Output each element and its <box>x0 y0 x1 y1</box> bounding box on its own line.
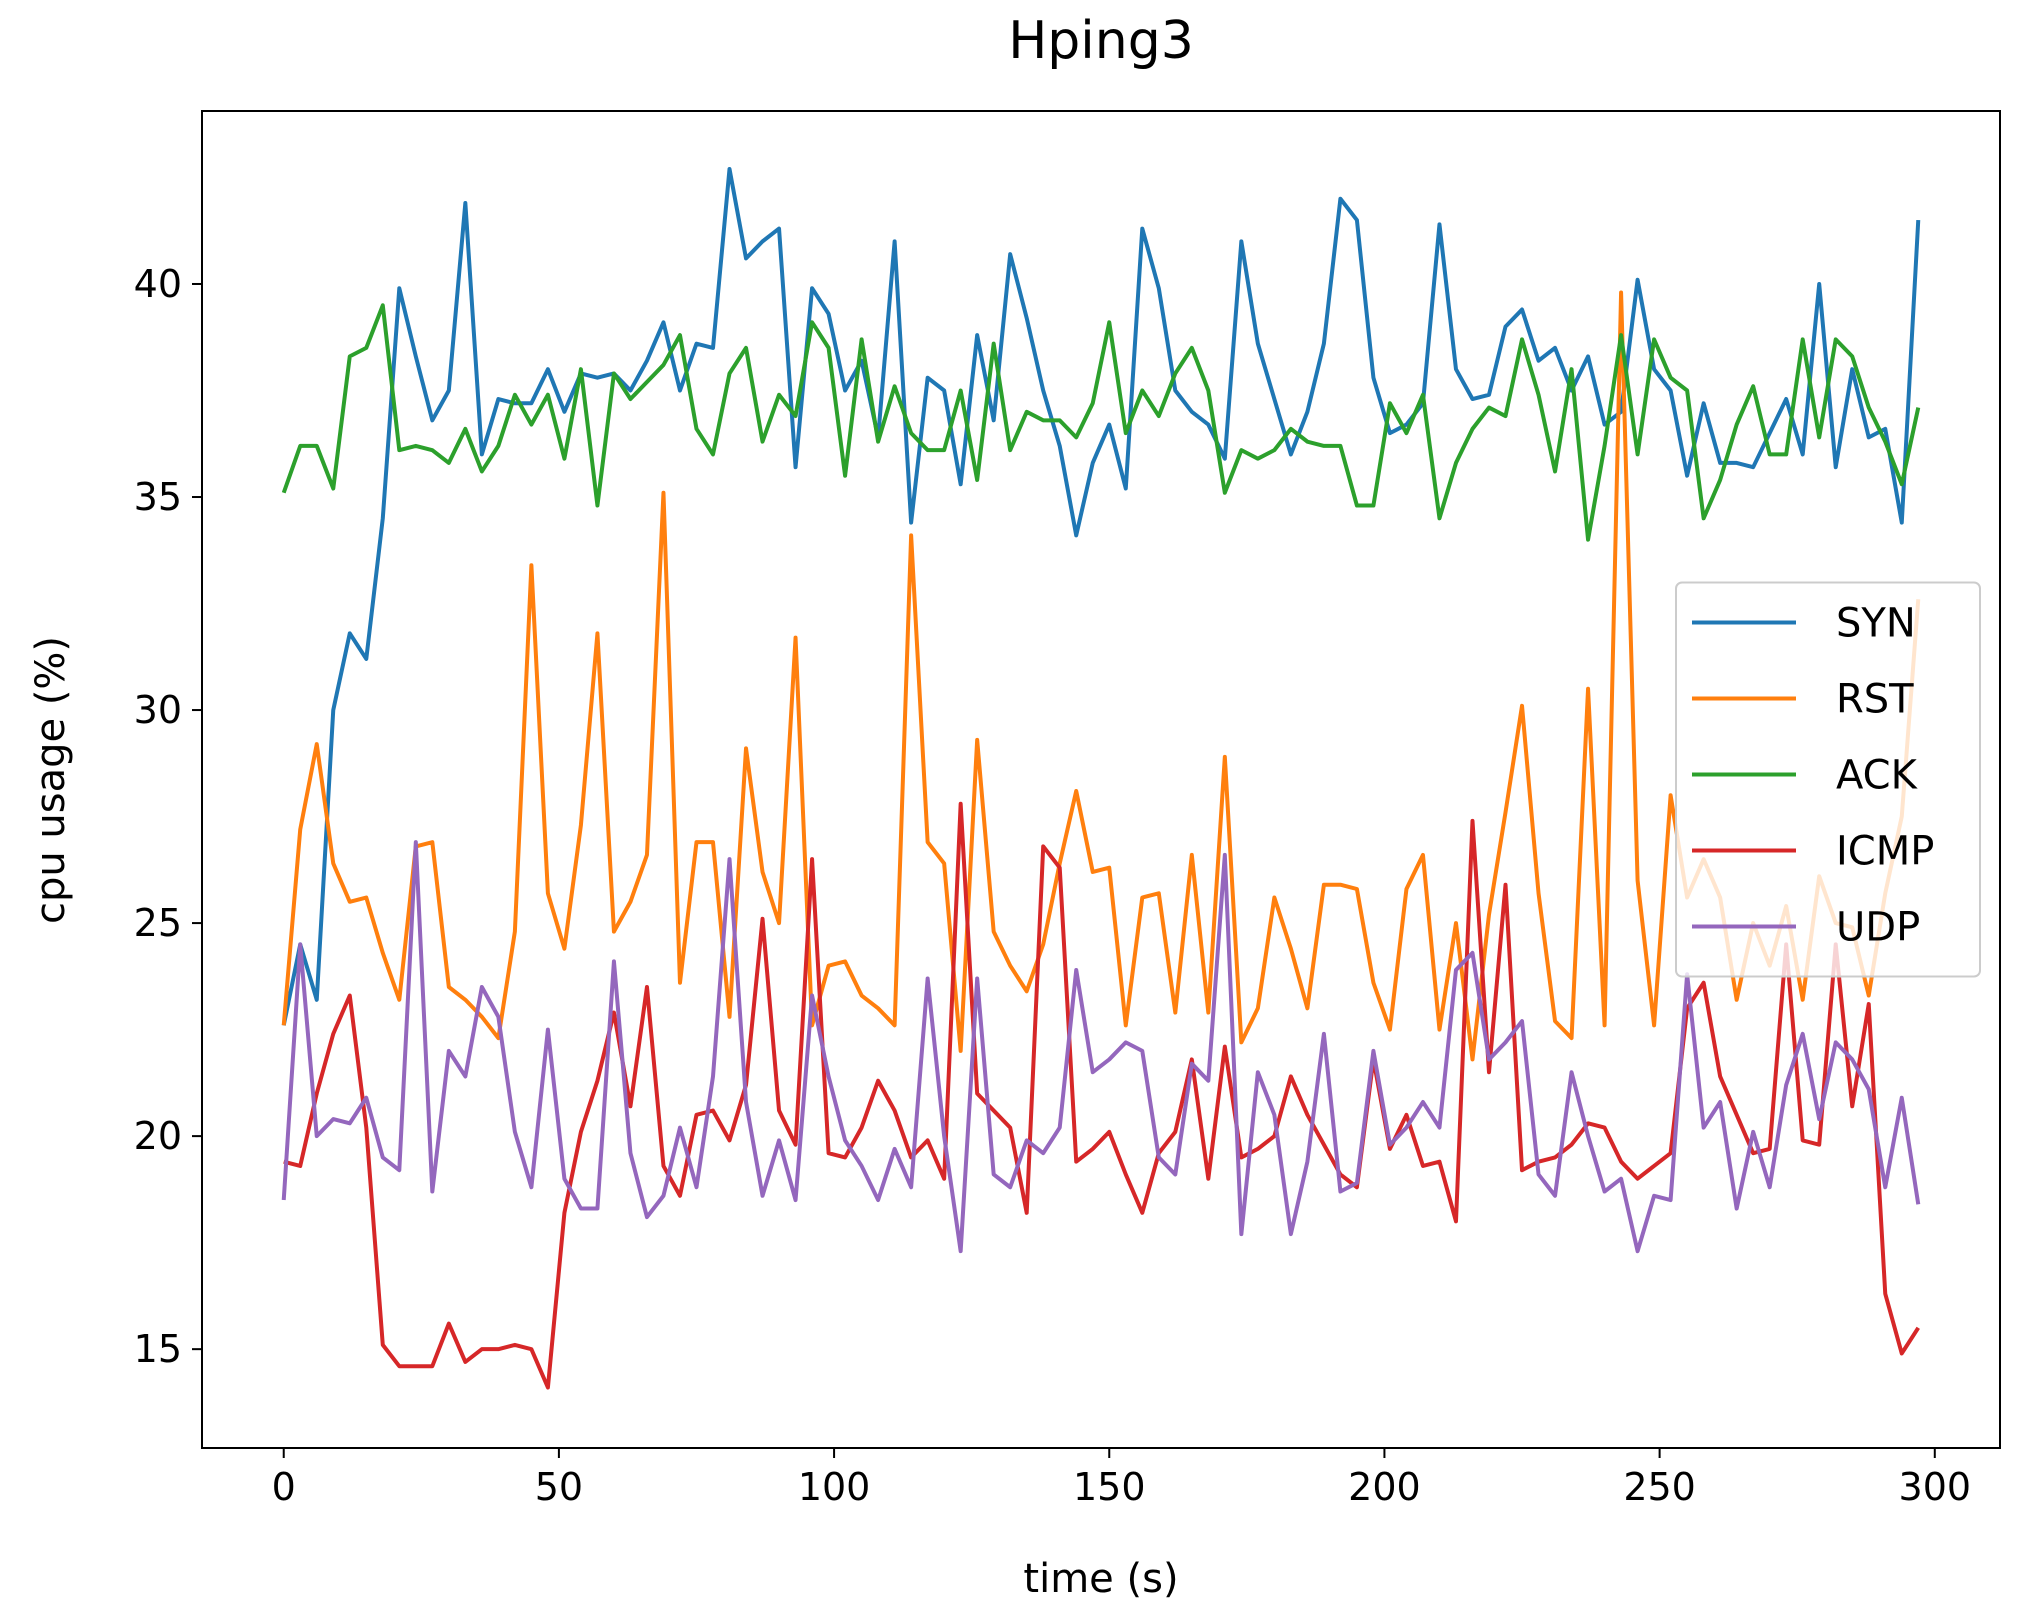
legend-label: RST <box>1836 677 1914 723</box>
y-axis-label: cpu usage (%) <box>28 636 74 924</box>
legend-label: SYN <box>1836 601 1916 647</box>
x-tick-label: 0 <box>272 1465 296 1509</box>
y-tick-label: 15 <box>134 1327 182 1371</box>
y-tick-label: 30 <box>134 688 182 732</box>
series-line <box>281 290 1921 1062</box>
chart-title: Hping3 <box>1008 11 1194 71</box>
y-tick-label: 20 <box>134 1114 182 1158</box>
plot-frame <box>201 110 2001 1449</box>
legend-label: ACK <box>1836 753 1919 799</box>
x-axis-label: time (s) <box>1023 1556 1178 1602</box>
y-tick-label: 40 <box>134 262 182 306</box>
x-tick-label: 200 <box>1348 1465 1421 1509</box>
x-tick-label: 50 <box>535 1465 583 1509</box>
x-tick-label: 250 <box>1623 1465 1696 1509</box>
y-tick-label: 35 <box>134 475 182 519</box>
x-tick-label: 100 <box>798 1465 871 1509</box>
series-line <box>281 166 1921 1026</box>
series-line <box>283 801 1920 1390</box>
series-line <box>281 840 1921 1254</box>
legend-box <box>1675 581 1981 978</box>
x-tick-label: 150 <box>1073 1465 1146 1509</box>
legend-label: ICMP <box>1836 829 1934 875</box>
x-tick-label: 300 <box>1899 1465 1972 1509</box>
y-tick-label: 25 <box>134 901 182 945</box>
series-line <box>281 303 1921 542</box>
legend-label: UDP <box>1836 905 1920 951</box>
